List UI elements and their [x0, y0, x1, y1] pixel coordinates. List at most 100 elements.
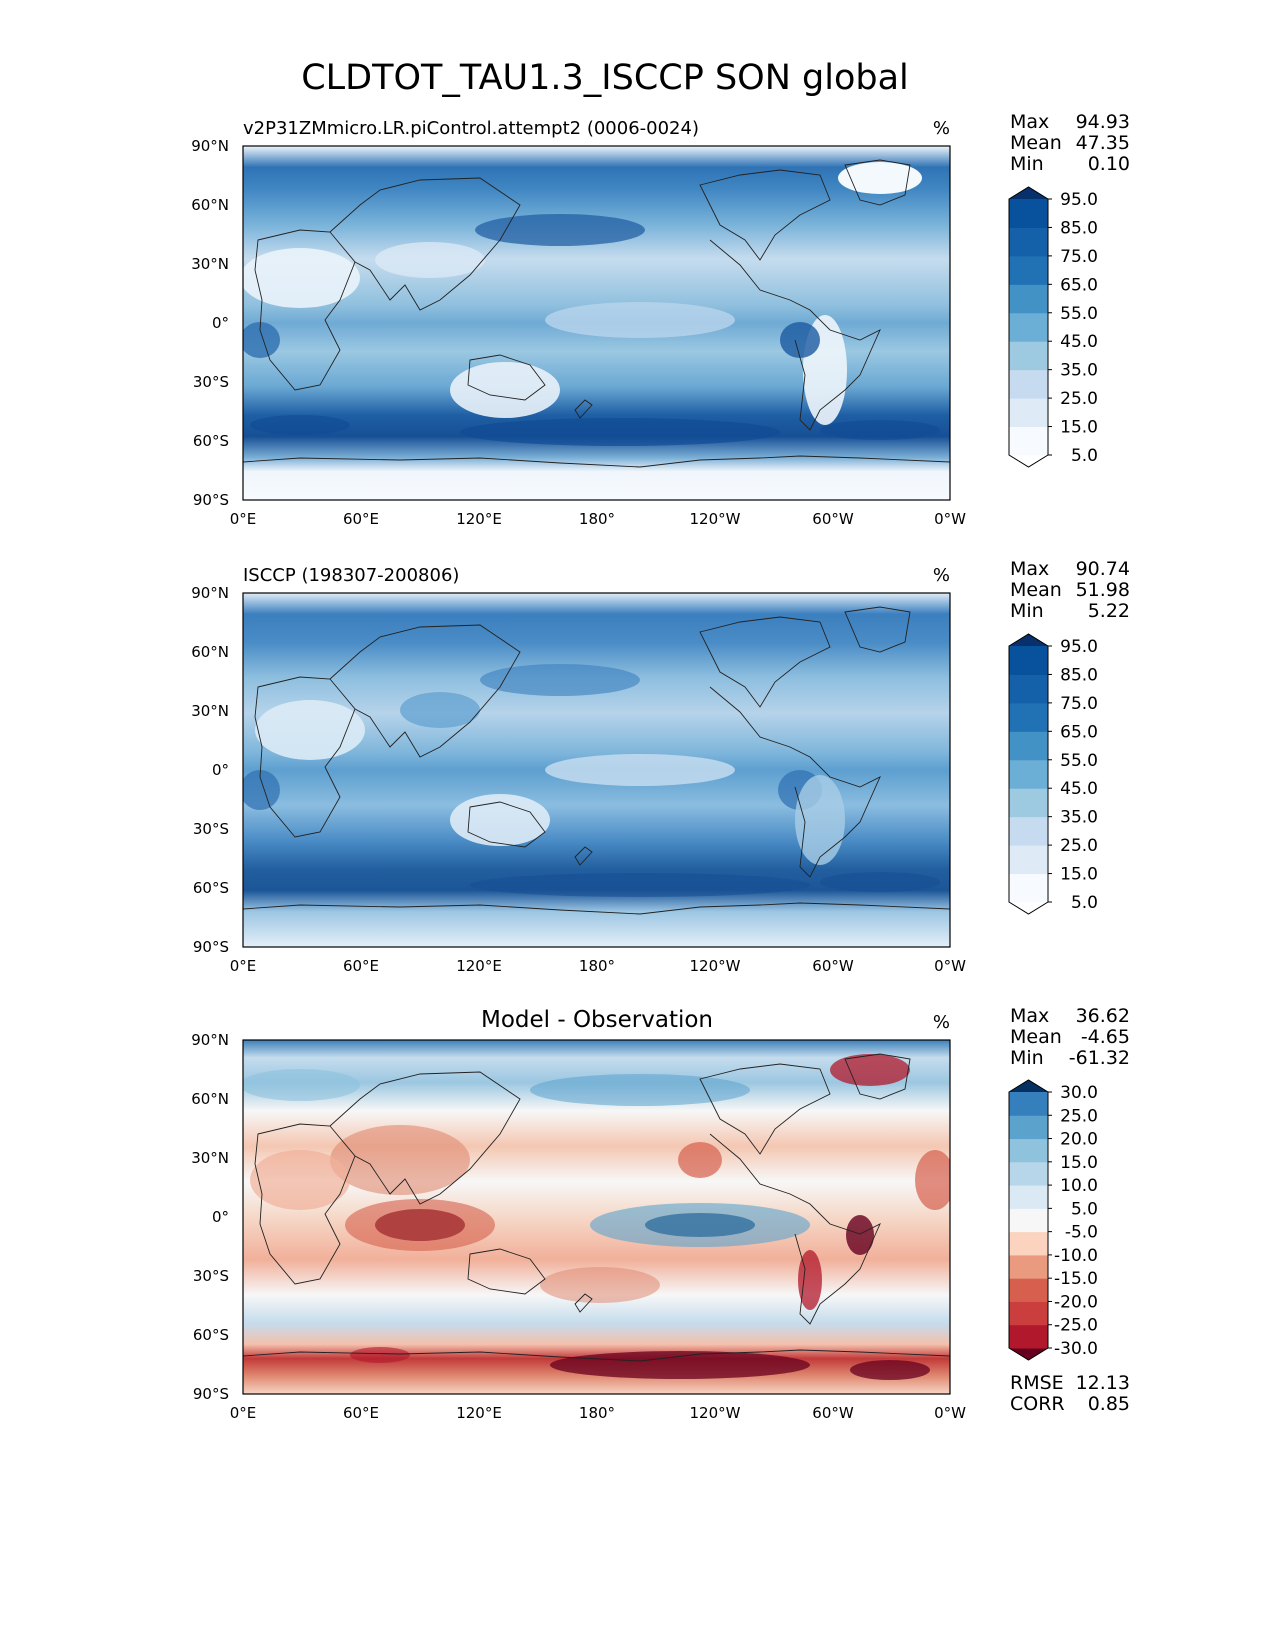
colorbar-tick-label: 15.0	[1060, 1153, 1098, 1173]
map-field	[243, 146, 950, 500]
stat-label: Min	[1010, 600, 1044, 622]
colorbar-segment	[1009, 199, 1048, 228]
colorbar-segment	[1009, 816, 1048, 846]
error-stats: RMSE 12.13 CORR 0.85	[1010, 1372, 1130, 1415]
lon-axis: 0°E 60°E 120°E 180° 120°W 60°W 0°W	[230, 957, 966, 975]
lon-tick: 120°W	[690, 510, 741, 528]
colorbar-tick-label: 5.0	[1071, 446, 1098, 466]
panel-units: %	[933, 565, 950, 586]
colorbar-segment	[1009, 1092, 1048, 1116]
colorbar-tick-label: -20.0	[1054, 1292, 1098, 1312]
colorbar-extend-max	[1009, 187, 1048, 199]
colorbar-tick-label: 15.0	[1060, 865, 1098, 885]
lat-tick: 90°N	[191, 1031, 229, 1049]
stats-box: Max 36.62 Mean -4.65 Min -61.32	[1010, 1005, 1130, 1069]
lon-tick: 60°E	[343, 510, 379, 528]
colorbar-segment	[1009, 1115, 1048, 1140]
lat-tick: 60°S	[193, 432, 229, 450]
stat-label: Mean	[1010, 1026, 1062, 1048]
stat-label: Max	[1010, 111, 1049, 133]
panel-title-left: v2P31ZMmicro.LR.piControl.attempt2 (0006…	[243, 118, 699, 139]
lat-axis: 90°N 60°N 30°N 0° 30°S 60°S 90°S	[191, 1031, 229, 1403]
panel-difference: Model - Observation %	[191, 1005, 1130, 1422]
lon-tick: 60°W	[812, 1404, 854, 1422]
colorbar-segment	[1009, 284, 1048, 314]
stat-label: Max	[1010, 558, 1049, 580]
map-field	[243, 593, 950, 947]
colorbar-segment	[1009, 255, 1048, 285]
lat-tick: 60°N	[191, 196, 229, 214]
lon-tick: 180°	[579, 510, 615, 528]
colorbar-tick-label: 10.0	[1060, 1176, 1098, 1196]
stat-value: 0.10	[1088, 153, 1130, 175]
lon-tick: 120°E	[456, 1404, 502, 1422]
lon-tick: 0°E	[230, 957, 257, 975]
lon-tick: 0°W	[934, 957, 966, 975]
colorbar-tick-label: -15.0	[1054, 1269, 1098, 1289]
colorbar-tick-label: 95.0	[1060, 637, 1098, 657]
lat-tick: 60°N	[191, 643, 229, 661]
lat-tick: 30°N	[191, 1149, 229, 1167]
colorbar: -30.0 -25.0 -20.0 -15.0 -10.0 -5.0 5.0 10.0 15.0…	[1008, 1079, 1098, 1361]
lon-axis: 0°E 60°E 120°E 180° 120°W 60°W 0°W	[230, 510, 966, 528]
colorbar-extend-min	[1009, 455, 1048, 467]
stat-value: 36.62	[1076, 1005, 1130, 1027]
colorbar-segment	[1009, 731, 1048, 761]
stat-label: Min	[1010, 1047, 1044, 1069]
colorbar-tick-label: 20.0	[1060, 1130, 1098, 1150]
colorbar-tick-label: 95.0	[1060, 190, 1098, 210]
lat-tick: 0°	[212, 1208, 229, 1226]
lat-tick: 30°N	[191, 702, 229, 720]
lat-tick: 0°	[212, 314, 229, 332]
colorbar-tick-label: 45.0	[1060, 779, 1098, 799]
colorbar-extend-max	[1009, 1080, 1048, 1092]
colorbar-tick-label: 30.0	[1060, 1083, 1098, 1103]
lon-tick: 0°W	[934, 1404, 966, 1422]
colorbar-tick-label: 85.0	[1060, 665, 1098, 685]
corr-value: 0.85	[1088, 1393, 1130, 1415]
colorbar-tick-label: 75.0	[1060, 247, 1098, 267]
lat-tick: 90°S	[193, 938, 229, 956]
colorbar-segment	[1009, 227, 1048, 257]
lon-tick: 60°E	[343, 1404, 379, 1422]
stat-label: Max	[1010, 1005, 1049, 1027]
colorbar-tick-label: 75.0	[1060, 694, 1098, 714]
colorbar-tick-label: 15.0	[1060, 418, 1098, 438]
lon-tick: 0°E	[230, 1404, 257, 1422]
stats-box: Max 90.74 Mean 51.98 Min 5.22	[1010, 558, 1130, 622]
colorbar-segment	[1009, 341, 1048, 371]
colorbar-tick-label: -5.0	[1065, 1223, 1098, 1243]
panel-title-center: Model - Observation	[481, 1007, 713, 1033]
colorbar: 5.0 15.0 25.0 35.0 45.0 55.0 65.0 75.0 85.0 95.0	[1008, 186, 1098, 468]
colorbar-segment	[1009, 1301, 1048, 1326]
colorbar-segment	[1009, 845, 1048, 875]
colorbar-tick-label: 45.0	[1060, 332, 1098, 352]
lat-tick: 60°S	[193, 879, 229, 897]
map-field	[243, 1040, 950, 1394]
lon-tick: 60°W	[812, 510, 854, 528]
coastlines	[243, 159, 950, 468]
stat-value: -4.65	[1081, 1026, 1130, 1048]
colorbar-extend-min	[1009, 1348, 1048, 1360]
lat-tick: 90°N	[191, 584, 229, 602]
colorbar-segment	[1009, 674, 1048, 704]
panel-model: v2P31ZMmicro.LR.piControl.attempt2 (0006…	[191, 111, 1130, 528]
colorbar-tick-label: 25.0	[1060, 1106, 1098, 1126]
colorbar-tick-label: 55.0	[1060, 751, 1098, 771]
colorbar-tick-label: 65.0	[1060, 275, 1098, 295]
colorbar-tick-label: 65.0	[1060, 722, 1098, 742]
colorbar-segment	[1009, 1161, 1048, 1186]
stat-label: Min	[1010, 153, 1044, 175]
stat-value: 5.22	[1088, 600, 1130, 622]
stat-value: -61.32	[1069, 1047, 1130, 1069]
lon-tick: 0°W	[934, 510, 966, 528]
panel-units: %	[933, 1012, 950, 1033]
lat-tick: 30°S	[193, 373, 229, 391]
coastlines	[243, 1053, 950, 1362]
lat-tick: 90°S	[193, 1385, 229, 1403]
colorbar-tick-label: 85.0	[1060, 218, 1098, 238]
lon-tick: 180°	[579, 957, 615, 975]
colorbar-segment	[1009, 1208, 1048, 1233]
stat-label: Mean	[1010, 132, 1062, 154]
